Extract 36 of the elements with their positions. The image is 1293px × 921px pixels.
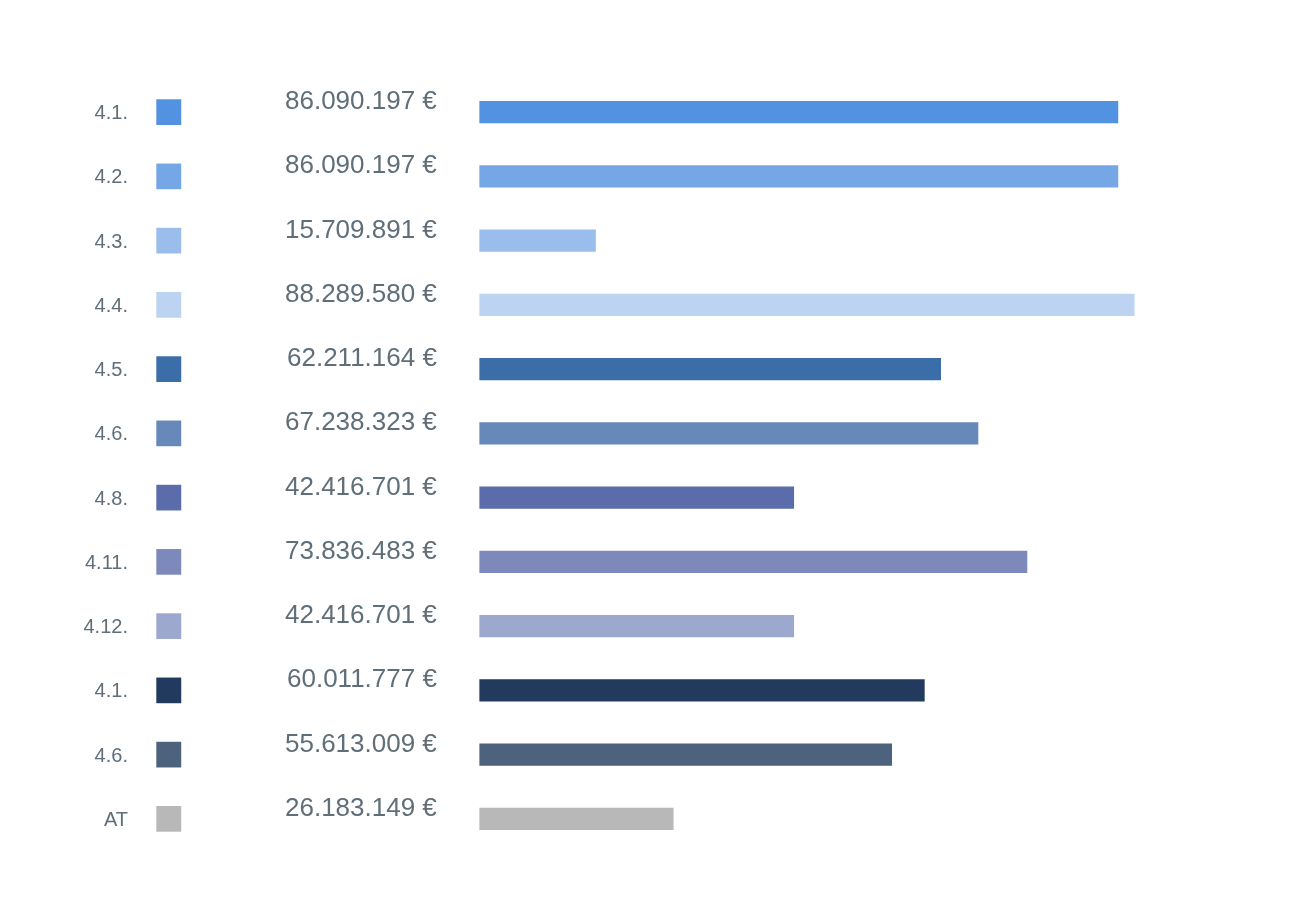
y-tick-label: 4.1. <box>94 679 128 702</box>
data-label: 26.183.149 € <box>285 792 438 822</box>
y-tick-label: 4.3. <box>94 229 128 252</box>
bar <box>479 357 941 381</box>
y-tick-label: 4.2. <box>94 165 128 188</box>
bar <box>479 293 1135 317</box>
y-tick-label: 4.8. <box>94 486 128 509</box>
data-label: 62.211.164 € <box>287 342 438 372</box>
data-label: 42.416.701 € <box>285 599 438 629</box>
data-label: 67.238.323 € <box>285 406 438 436</box>
y-tick-label: 4.4. <box>94 293 128 316</box>
data-label: 73.836.483 € <box>285 535 438 565</box>
y-tick-label: 4.6. <box>94 743 128 766</box>
y-tick-label: 4.5. <box>94 358 128 381</box>
data-label: 42.416.701 € <box>285 471 438 501</box>
bar <box>479 422 979 445</box>
y-tick-label: 4.12. <box>83 615 128 638</box>
bar <box>479 229 596 252</box>
y-tick-label: 4.11. <box>84 550 128 573</box>
bar <box>479 743 893 766</box>
y-tick-label: AT <box>103 807 128 830</box>
bar <box>479 807 674 831</box>
y-tick-label: 4.6. <box>94 422 128 445</box>
data-label: 55.613.009 € <box>285 728 438 758</box>
data-label: 88.289.580 € <box>285 278 438 308</box>
y-tick-label: 4.1. <box>94 101 128 124</box>
bar <box>479 486 795 509</box>
bar <box>479 550 1028 574</box>
data-label: 15.709.891 € <box>285 214 438 244</box>
data-label: 60.011.777 € <box>287 663 438 693</box>
bar <box>479 614 795 638</box>
data-label: 86.090.197 € <box>285 85 438 115</box>
bar <box>479 100 1119 124</box>
bar <box>479 679 925 702</box>
bar <box>479 165 1119 188</box>
data-label: 86.090.197 € <box>285 149 438 179</box>
